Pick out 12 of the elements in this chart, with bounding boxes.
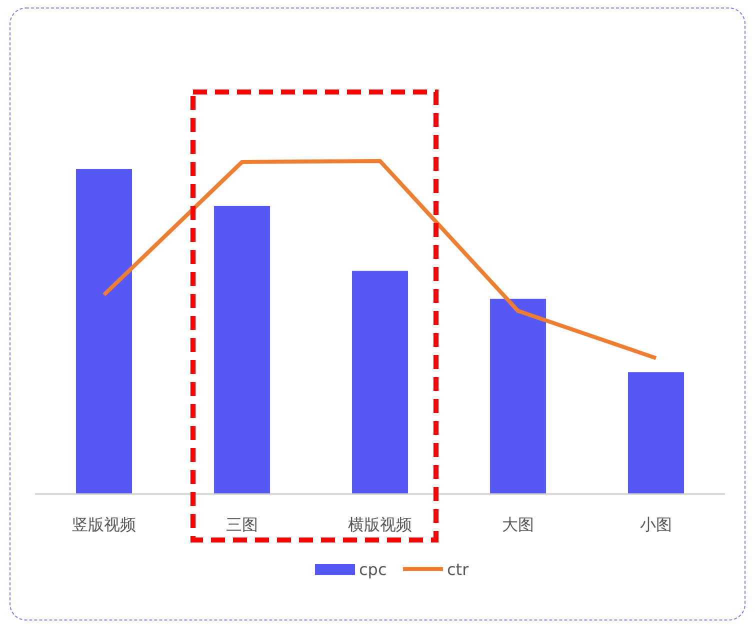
x-tick-label: 三图 — [226, 515, 258, 534]
bar — [490, 298, 546, 494]
x-tick-label: 竖版视频 — [72, 515, 136, 534]
x-tick-label: 横版视频 — [348, 515, 412, 534]
x-tick-label: 大图 — [502, 515, 534, 534]
bar — [214, 206, 270, 494]
x-tick-label: 小图 — [640, 515, 672, 534]
bar — [352, 270, 408, 494]
legend-label: ctr — [447, 560, 470, 579]
legend-label: cpc — [359, 560, 387, 579]
bar — [76, 168, 132, 494]
bar — [628, 372, 684, 494]
